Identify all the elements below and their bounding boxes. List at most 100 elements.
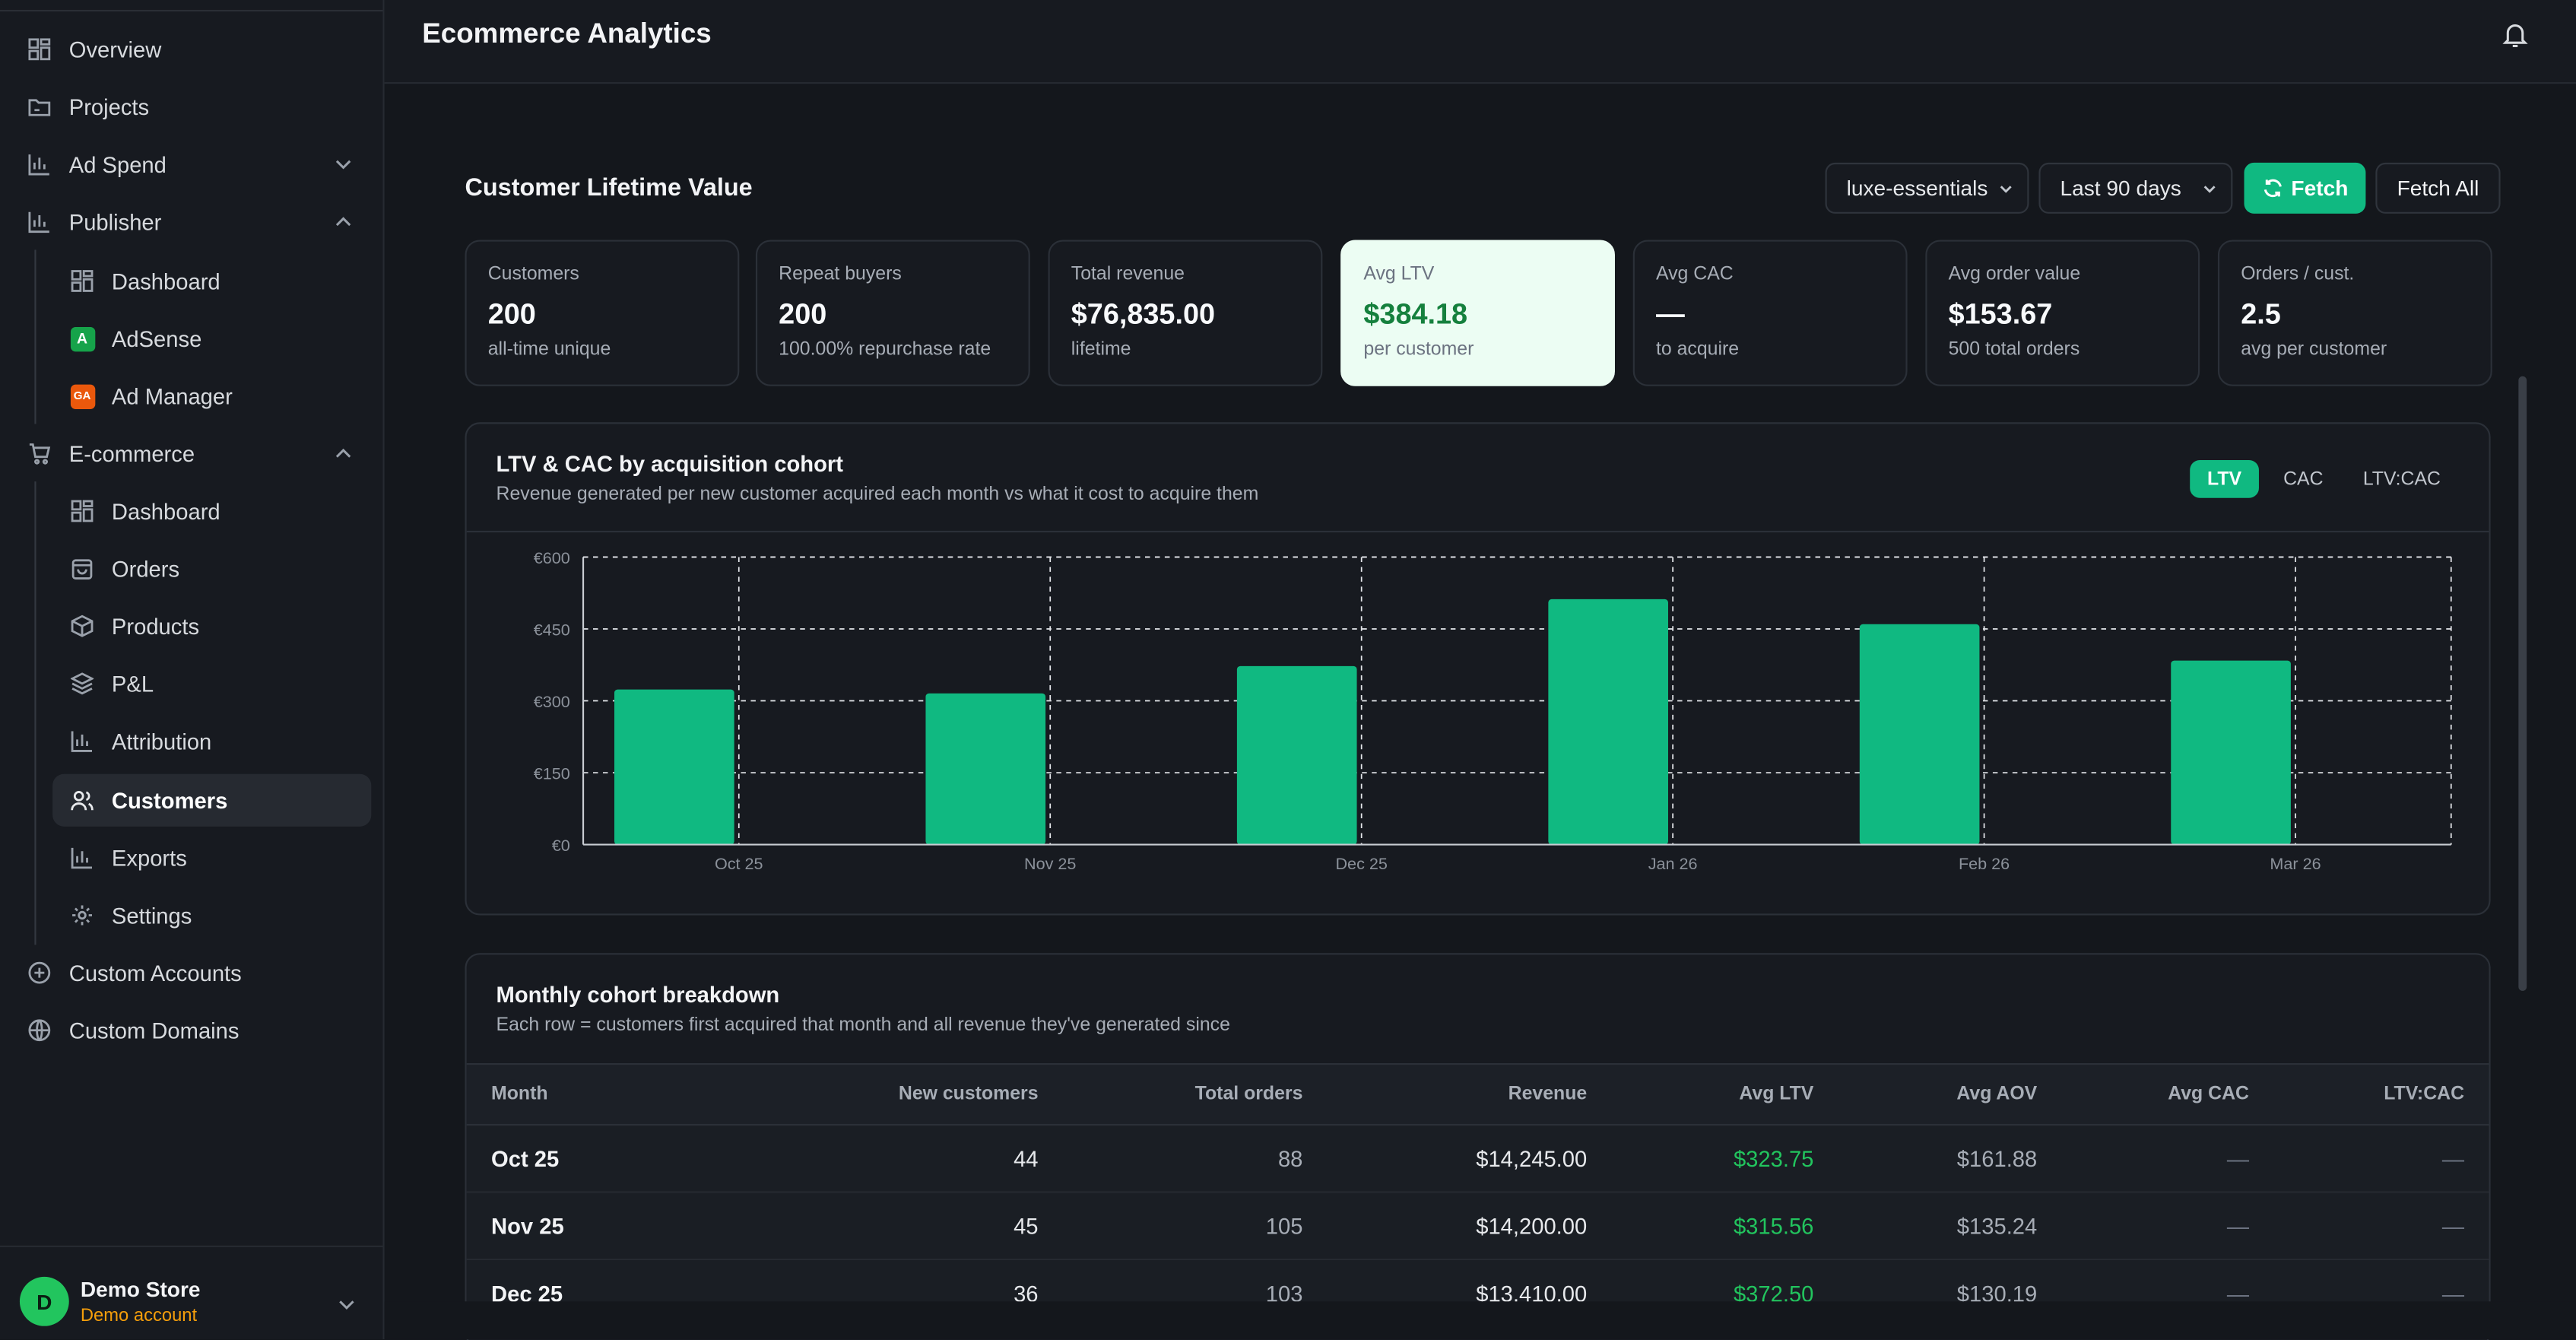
users-icon bbox=[69, 787, 96, 814]
sidebar-item-exports[interactable]: Exports bbox=[13, 831, 371, 884]
cell-ltv-cac: — bbox=[2441, 1147, 2465, 1172]
app-title: Ecommerce Analytics bbox=[422, 17, 712, 49]
chart-bar bbox=[1236, 665, 1357, 845]
date-range-value: Last 90 days bbox=[2060, 176, 2181, 201]
sidebar-item-label: E-commerce bbox=[68, 441, 195, 466]
gear-icon bbox=[69, 902, 96, 929]
kpi-value: $153.67 bbox=[1948, 297, 2053, 331]
refresh-icon bbox=[2264, 179, 2282, 198]
avatar: D bbox=[19, 1276, 69, 1326]
sidebar-item-settings[interactable]: Settings bbox=[13, 889, 371, 941]
sidebar-item-adsense[interactable]: A AdSense bbox=[13, 313, 371, 365]
sidebar-item-orders[interactable]: Orders bbox=[13, 542, 371, 595]
globe-icon bbox=[27, 1017, 53, 1043]
sidebar-item-ecommerce[interactable]: E-commerce bbox=[13, 427, 371, 480]
sidebar-item-custom-domains[interactable]: Custom Domains bbox=[13, 1004, 371, 1056]
sidebar-item-ecommerce-dashboard[interactable]: Dashboard bbox=[13, 484, 371, 537]
kpi-value: — bbox=[1655, 297, 1685, 331]
chevron-down-icon[interactable] bbox=[335, 1293, 358, 1316]
sidebar-item-publisher-dashboard[interactable]: Dashboard bbox=[13, 255, 371, 307]
x-tick-label: Feb 26 bbox=[1959, 854, 2010, 873]
col-avg-cac[interactable]: Avg CAC bbox=[2168, 1084, 2249, 1104]
chevron-up-icon[interactable] bbox=[332, 442, 354, 465]
y-tick-label: €600 bbox=[534, 548, 570, 567]
kpi-value: 200 bbox=[779, 297, 827, 331]
fetch-all-button[interactable]: Fetch All bbox=[2375, 162, 2501, 214]
y-tick-label: €150 bbox=[534, 764, 570, 783]
col-avg-ltv[interactable]: Avg LTV bbox=[1739, 1084, 1814, 1104]
account-name: Demo Store bbox=[80, 1276, 201, 1302]
table-row[interactable]: Oct 25 44 88 $14,245.00 $323.75 $161.88 … bbox=[466, 1126, 2489, 1193]
chevron-down-icon[interactable] bbox=[332, 153, 354, 176]
tab-cac[interactable]: CAC bbox=[2283, 468, 2324, 489]
cell-month: Oct 25 bbox=[491, 1147, 560, 1172]
chart-bar bbox=[614, 689, 734, 845]
kpi-label: Customers bbox=[487, 264, 579, 284]
sidebar-item-label: P&L bbox=[111, 671, 154, 697]
store-select[interactable]: luxe-essentials bbox=[1825, 162, 2029, 214]
sidebar-item-label: Projects bbox=[68, 94, 150, 119]
chevron-down-icon bbox=[2203, 186, 2216, 193]
sidebar-item-pl[interactable]: P&L bbox=[13, 657, 371, 710]
tree-line bbox=[34, 481, 36, 945]
sidebar-item-projects[interactable]: Projects bbox=[13, 81, 371, 133]
bag-icon bbox=[69, 555, 96, 582]
sidebar-item-attribution[interactable]: Attribution bbox=[13, 715, 371, 767]
col-total-orders[interactable]: Total orders bbox=[1194, 1084, 1303, 1104]
bar-chart-icon bbox=[27, 208, 53, 235]
cell-ltv-cac: — bbox=[2441, 1214, 2465, 1240]
plus-circle-icon bbox=[27, 960, 53, 986]
col-avg-aov[interactable]: Avg AOV bbox=[1956, 1084, 2038, 1104]
col-ltv-cac[interactable]: LTV:CAC bbox=[2384, 1084, 2465, 1104]
main-scrollbar[interactable] bbox=[2518, 376, 2527, 991]
sidebar-item-overview[interactable]: Overview bbox=[13, 23, 371, 75]
tab-ltv-cac[interactable]: LTV:CAC bbox=[2362, 468, 2441, 489]
col-month[interactable]: Month bbox=[491, 1084, 548, 1104]
cell-avg-ltv: $323.75 bbox=[1733, 1147, 1814, 1172]
cell-avg-aov: $135.24 bbox=[1956, 1214, 2038, 1240]
cohort-breakdown-panel: Monthly cohort breakdown Each row = cust… bbox=[465, 953, 2491, 1340]
sidebar-item-ad-spend[interactable]: Ad Spend bbox=[13, 138, 371, 190]
y-tick-label: €300 bbox=[534, 692, 570, 711]
chart-bar bbox=[925, 693, 1046, 845]
sidebar-item-ad-manager[interactable]: GA Ad Manager bbox=[13, 370, 371, 422]
sidebar-item-label: Customers bbox=[111, 788, 228, 813]
kpi-card-avg-ltv: Avg LTV $384.18 per customer bbox=[1340, 240, 1615, 386]
kpi-card-customers: Customers 200 all-time unique bbox=[465, 240, 740, 386]
sidebar-item-label: Products bbox=[111, 614, 200, 639]
sidebar-item-label: Ad Spend bbox=[68, 151, 167, 177]
table-title: Monthly cohort breakdown bbox=[496, 983, 780, 1008]
sidebar-item-products[interactable]: Products bbox=[13, 600, 371, 653]
x-tick-label: Mar 26 bbox=[2270, 854, 2321, 873]
col-revenue[interactable]: Revenue bbox=[1508, 1084, 1588, 1104]
table-subtitle: Each row = customers first acquired that… bbox=[496, 1015, 1230, 1036]
kpi-label: Orders / cust. bbox=[2241, 264, 2355, 284]
account-switcher[interactable]: D Demo Store Demo account bbox=[0, 1245, 383, 1339]
sidebar-item-publisher[interactable]: Publisher bbox=[13, 195, 371, 248]
cell-avg-ltv: $315.56 bbox=[1733, 1214, 1814, 1240]
sidebar-item-custom-accounts[interactable]: Custom Accounts bbox=[13, 947, 371, 999]
kpi-subtext: to acquire bbox=[1655, 340, 1740, 360]
cell-month: Nov 25 bbox=[491, 1214, 564, 1240]
ad-manager-icon: GA bbox=[69, 383, 96, 409]
kpi-subtext: avg per customer bbox=[2241, 340, 2387, 360]
chart-subtitle: Revenue generated per new customer acqui… bbox=[496, 484, 1259, 505]
tab-ltv[interactable]: LTV bbox=[2190, 459, 2259, 498]
chevron-up-icon[interactable] bbox=[332, 211, 354, 233]
date-range-select[interactable]: Last 90 days bbox=[2038, 162, 2233, 214]
bell-icon[interactable] bbox=[2501, 20, 2530, 49]
chart-bar bbox=[2171, 660, 2291, 845]
kpi-value: $76,835.00 bbox=[1071, 297, 1216, 331]
sidebar-item-customers[interactable]: Customers bbox=[52, 773, 372, 827]
cell-total-orders: 105 bbox=[1265, 1214, 1303, 1240]
sidebar-top-divider bbox=[0, 9, 383, 12]
x-tick-label: Jan 26 bbox=[1648, 854, 1698, 873]
chart-bar bbox=[1859, 624, 1980, 845]
cart-icon bbox=[27, 440, 53, 467]
account-type: Demo account bbox=[80, 1306, 198, 1326]
sidebar-item-label: Settings bbox=[111, 903, 192, 928]
fetch-button[interactable]: Fetch bbox=[2244, 162, 2366, 214]
bar-chart-icon bbox=[27, 151, 53, 178]
col-new-customers[interactable]: New customers bbox=[898, 1084, 1039, 1104]
table-row[interactable]: Nov 25 45 105 $14,200.00 $315.56 $135.24… bbox=[466, 1192, 2489, 1261]
